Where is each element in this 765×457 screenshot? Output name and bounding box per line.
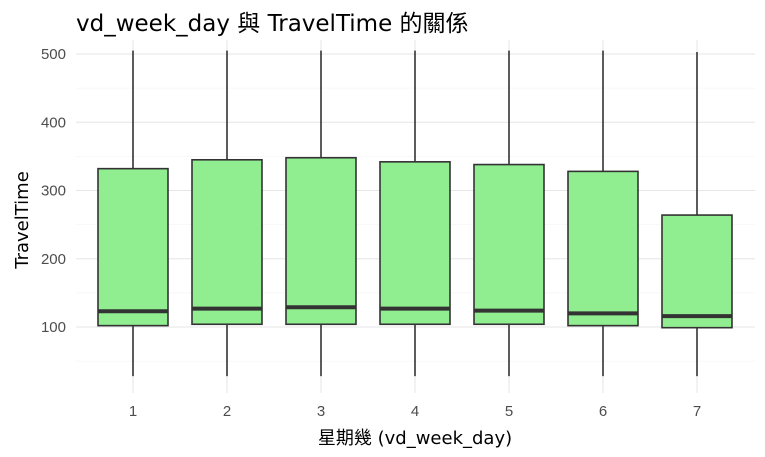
y-tick-label: 100 — [41, 319, 66, 336]
box-rect — [473, 163, 545, 326]
x-tick-label: 6 — [599, 403, 607, 420]
box-rect — [285, 156, 357, 326]
box-1 — [97, 50, 169, 377]
y-tick-label: 400 — [41, 114, 66, 131]
box-5 — [473, 50, 545, 377]
x-tick-label: 5 — [505, 403, 513, 420]
x-axis-ticks: 1 2 3 4 5 6 7 — [129, 403, 701, 420]
box-rect — [97, 167, 169, 327]
y-tick-label: 200 — [41, 251, 66, 268]
box-rect — [191, 158, 263, 326]
box-rect — [661, 214, 733, 329]
box-rect — [567, 170, 639, 327]
x-tick-label: 2 — [223, 403, 231, 420]
y-tick-label: 300 — [41, 183, 66, 200]
box-3 — [285, 50, 357, 377]
x-axis-title: 星期幾 (vd_week_day) — [318, 428, 512, 449]
x-tick-label: 1 — [129, 403, 137, 420]
x-tick-label: 4 — [411, 403, 419, 420]
y-tick-label: 500 — [41, 46, 66, 63]
chart-title: vd_week_day 與 TravelTime 的關係 — [76, 11, 469, 37]
box-rect — [379, 161, 451, 326]
y-axis-title: TravelTime — [12, 171, 33, 270]
box-2 — [191, 50, 263, 377]
box-4 — [379, 50, 451, 377]
boxes — [97, 50, 733, 377]
box-6 — [567, 50, 639, 377]
y-axis-ticks: 100 200 300 400 500 — [41, 46, 66, 336]
box-7 — [661, 51, 733, 377]
x-tick-label: 3 — [317, 403, 325, 420]
x-tick-label: 7 — [693, 403, 701, 420]
